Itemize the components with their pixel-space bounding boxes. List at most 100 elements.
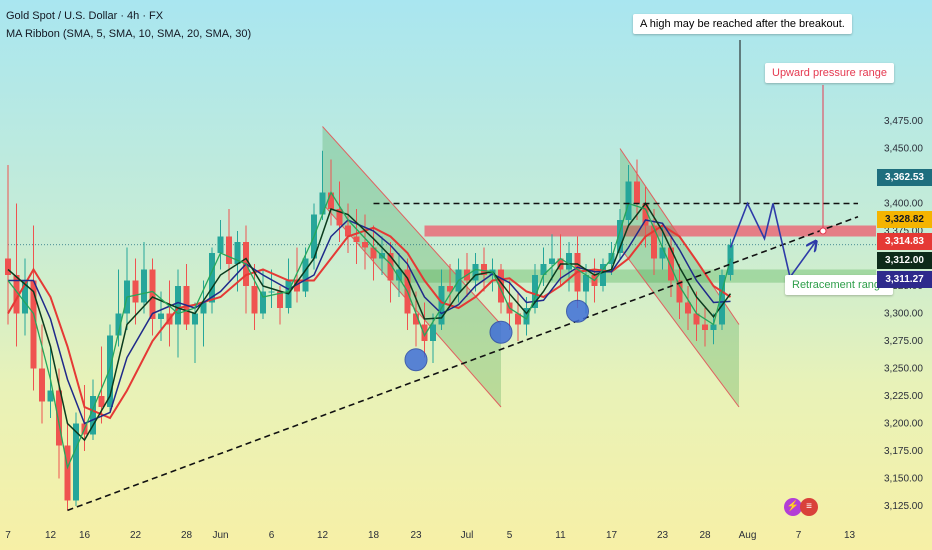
candle-body xyxy=(268,291,275,293)
candle-body xyxy=(149,269,156,319)
candle-body xyxy=(566,253,572,270)
candle-body xyxy=(387,253,394,281)
candle-body xyxy=(651,225,657,259)
price-axis-label: 3,312.00 xyxy=(877,252,932,269)
x-tick-label: 23 xyxy=(657,530,669,541)
y-tick-label: 3,400.00 xyxy=(884,199,923,210)
candle-body xyxy=(107,335,113,407)
breakout-note: A high may be reached after the breakout… xyxy=(633,14,852,34)
candle-body xyxy=(13,275,20,314)
candle-body xyxy=(421,324,428,341)
x-tick-label: 18 xyxy=(368,530,380,541)
candle-body xyxy=(200,302,207,314)
candle-body xyxy=(668,247,674,281)
candle-body xyxy=(328,192,334,209)
candle-body xyxy=(702,324,708,330)
y-tick-label: 3,475.00 xyxy=(884,116,923,127)
x-tick-label: 6 xyxy=(269,530,275,541)
candle-body xyxy=(472,264,479,281)
candle-body xyxy=(39,368,45,402)
y-tick-label: 3,175.00 xyxy=(884,446,923,457)
indicator-label[interactable]: MA Ribbon (SMA, 5, SMA, 10, SMA, 20, SMA… xyxy=(6,28,252,40)
y-tick-label: 3,250.00 xyxy=(884,364,923,375)
candle-body xyxy=(642,203,649,226)
candle-body xyxy=(345,225,351,237)
candle-body xyxy=(90,396,96,435)
candle-body xyxy=(396,269,402,281)
candle-body xyxy=(64,445,71,501)
candle-body xyxy=(132,280,139,303)
x-tick-label: 12 xyxy=(45,530,57,541)
candle-body xyxy=(362,242,368,248)
price-axis-label: 3,362.53 xyxy=(877,169,932,186)
candle-body xyxy=(302,258,309,292)
descending-channel xyxy=(322,126,501,407)
candle-body xyxy=(676,280,683,303)
channel-bottom-line xyxy=(322,203,502,408)
x-tick-label: 7 xyxy=(796,530,802,541)
retracement-note: Retracement range xyxy=(785,275,894,295)
candle-body xyxy=(217,236,224,253)
symbol-title[interactable]: Gold Spot / U.S. Dollar · 4h · FX xyxy=(6,10,164,22)
price-axis-label: 3,311.27 xyxy=(877,271,932,288)
candle-body xyxy=(549,258,555,264)
x-tick-label: 17 xyxy=(606,530,618,541)
candle-body xyxy=(47,390,54,402)
x-tick-label: 16 xyxy=(79,530,91,541)
ma5-line xyxy=(7,191,732,470)
x-tick-label: 13 xyxy=(844,530,856,541)
price-axis-label: 3,328.82 xyxy=(877,211,932,228)
pressure-note-anchor xyxy=(819,227,827,235)
price-axis-label: 3,314.83 xyxy=(877,233,932,250)
candle-body xyxy=(319,192,326,215)
pivot-low-circle xyxy=(566,299,589,323)
ascending-trendline xyxy=(67,215,859,512)
resistance-zone xyxy=(424,225,876,237)
candle-body xyxy=(22,280,28,314)
candle-body xyxy=(617,220,623,253)
candle-body xyxy=(336,209,343,226)
x-tick-label: Jun xyxy=(212,530,228,541)
candle-body xyxy=(447,286,453,292)
y-tick-label: 3,225.00 xyxy=(884,391,923,402)
y-tick-label: 3,375.00 xyxy=(884,226,923,237)
ma30-line xyxy=(7,224,732,420)
candle-body xyxy=(5,258,11,275)
x-tick-label: 22 xyxy=(130,530,142,541)
x-tick-label: Jul xyxy=(461,530,474,541)
candle-body xyxy=(175,286,181,325)
pivot-low-circle xyxy=(489,320,513,344)
y-tick-label: 3,150.00 xyxy=(884,474,923,485)
x-tick-label: 28 xyxy=(181,530,193,541)
flash-icon[interactable]: ⚡ xyxy=(784,498,802,516)
candle-body xyxy=(625,181,632,220)
y-tick-label: 3,450.00 xyxy=(884,144,923,155)
candle-body xyxy=(523,308,530,325)
candle-body xyxy=(515,313,521,325)
candle-body xyxy=(73,423,79,501)
candle-body xyxy=(430,324,436,341)
candle-body xyxy=(226,236,232,264)
upward-pressure-note: Upward pressure range xyxy=(765,63,894,83)
candle-body xyxy=(234,242,241,264)
candle-body xyxy=(209,253,215,303)
candle-body xyxy=(30,280,37,369)
candle-body xyxy=(693,313,700,325)
candle-body xyxy=(115,313,122,336)
candle-body xyxy=(719,275,725,325)
candle-body xyxy=(277,291,283,308)
y-tick-label: 3,300.00 xyxy=(884,309,923,320)
x-tick-label: 28 xyxy=(699,530,711,541)
projection-path xyxy=(729,201,816,280)
pivot-low-circle xyxy=(404,348,428,372)
x-tick-label: 5 xyxy=(507,530,513,541)
y-tick-label: 3,125.00 xyxy=(884,501,923,512)
candle-body xyxy=(98,396,105,407)
candle-body xyxy=(294,280,300,292)
candle-body xyxy=(56,390,62,446)
x-tick-label: 12 xyxy=(317,530,329,541)
candle-body xyxy=(659,247,666,259)
us-flag-icon[interactable]: ≡ xyxy=(800,498,818,516)
candle-body xyxy=(260,291,266,314)
